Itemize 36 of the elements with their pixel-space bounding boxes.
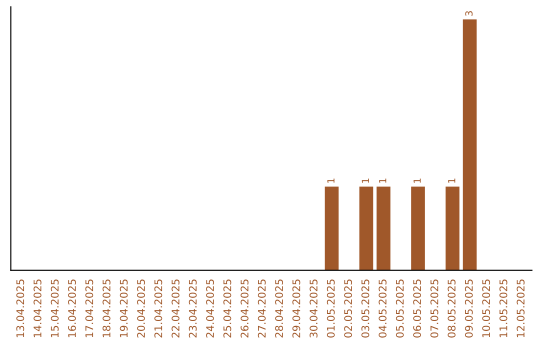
x-tick-label: 29.04.2025 (292, 280, 300, 338)
data-label: 1 (414, 178, 421, 183)
x-tick-label: 16.04.2025 (68, 280, 76, 338)
x-tick-label: 06.05.2025 (413, 280, 422, 338)
x-tick-label: 17.04.2025 (85, 280, 94, 338)
x-tick-label: 21.04.2025 (154, 280, 162, 338)
x-tick-label: 24.04.2025 (206, 280, 214, 338)
x-tick-label: 30.04.2025 (310, 280, 318, 338)
data-label: 1 (327, 178, 334, 183)
x-tick-label: 15.04.2025 (50, 280, 59, 338)
x-tick-label: 25.04.2025 (223, 280, 232, 338)
x-tick-label: 12.05.2025 (516, 280, 525, 338)
x-tick-label: 04.05.2025 (378, 280, 387, 338)
data-label: 3 (465, 11, 473, 16)
x-tick-label: 20.04.2025 (137, 280, 145, 338)
x-tick-label: 23.04.2025 (188, 280, 197, 338)
x-tick-label: 22.04.2025 (172, 280, 180, 338)
x-tick-label: 08.05.2025 (448, 280, 456, 338)
x-tick-label: 11.05.2025 (499, 280, 508, 338)
x-tick-label: 03.05.2025 (361, 280, 370, 338)
x-tick-label: 05.05.2025 (396, 280, 404, 338)
data-label: 1 (379, 178, 386, 183)
x-tick-label: 13.04.2025 (16, 280, 24, 338)
data-label: 1 (448, 178, 456, 183)
x-tick-label: 19.04.2025 (120, 280, 128, 338)
data-label: 1 (362, 178, 369, 183)
x-tick-label: 28.04.2025 (275, 280, 283, 338)
x-tick-label: 10.05.2025 (482, 280, 490, 338)
x-tick-label: 27.04.2025 (258, 280, 266, 338)
x-tick-label: 02.05.2025 (344, 280, 352, 338)
x-tick-label: 26.04.2025 (240, 280, 248, 338)
x-tick-label: 14.04.2025 (34, 280, 42, 338)
x-tick-label: 18.04.2025 (102, 280, 110, 338)
x-tick-label: 07.05.2025 (430, 280, 438, 338)
x-tick-label: 09.05.2025 (464, 280, 473, 338)
x-tick-label: 01.05.2025 (326, 280, 335, 338)
